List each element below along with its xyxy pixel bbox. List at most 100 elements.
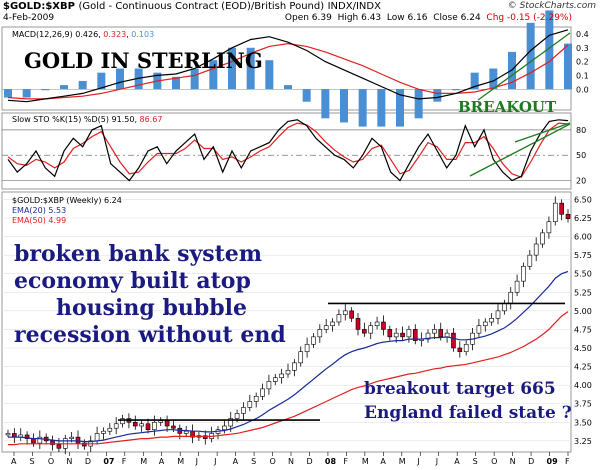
sto-tick-label: 20	[576, 177, 586, 186]
candle-body	[247, 401, 253, 408]
price-tick-label: 3.25	[574, 437, 592, 446]
candle-body	[82, 442, 87, 447]
candle-body	[107, 427, 113, 432]
candle-body	[330, 321, 335, 327]
commentary-line-1: broken bank system	[14, 241, 263, 267]
macd-histogram-bar	[340, 89, 348, 123]
macd-hist-value: 0.103	[131, 30, 155, 39]
candle-body	[457, 347, 463, 353]
candle-body	[69, 436, 74, 439]
candle-body	[272, 377, 278, 382]
x-tick-label: J	[213, 457, 216, 466]
candle-body	[241, 407, 246, 414]
macd-histogram-bar	[377, 89, 386, 127]
candle-body	[508, 291, 514, 304]
macd-histogram-bar	[190, 68, 199, 90]
candle-body	[495, 310, 501, 319]
macd-signal-line	[7, 42, 569, 100]
commentary: broken bank system economy built atop ho…	[14, 241, 286, 349]
ema20-line	[8, 270, 569, 443]
candle-body	[292, 362, 297, 371]
macd-tick-label: 0.1	[576, 71, 589, 80]
price-tick-label: 6.00	[574, 233, 592, 242]
candle-body	[145, 423, 151, 431]
candle-body	[5, 433, 11, 436]
macd-histogram-bar	[97, 72, 106, 90]
symbol-text: $GOLD:$XBP	[3, 1, 75, 12]
macd-histogram-bar	[265, 60, 274, 90]
candle-body	[559, 202, 564, 215]
macd-histogram-bar	[134, 68, 143, 90]
macd-histogram-bar	[284, 85, 292, 90]
candle-body	[234, 413, 240, 419]
close-value: Close 6.24	[433, 13, 481, 23]
macd-tick-label: 0.2	[576, 58, 589, 67]
x-tick-label: A	[454, 457, 460, 466]
sto-d-value: 86.67	[139, 115, 163, 124]
x-tick-label: S	[473, 457, 478, 466]
price-tick-label: 5.00	[574, 307, 592, 316]
candle-body	[393, 332, 399, 338]
x-tick-label: A	[233, 457, 239, 466]
candle-body	[425, 332, 431, 340]
candle-body	[502, 303, 507, 312]
candle-body	[400, 332, 405, 338]
x-tick-label: S	[29, 457, 34, 466]
candle-body	[355, 317, 361, 330]
sto-panel	[1, 112, 572, 190]
price-tick-label: 4.00	[574, 381, 592, 390]
macd-legend-sep: ,	[126, 30, 132, 39]
breakout-label: BREAKOUT	[458, 98, 557, 116]
sto-trendline-upper	[514, 122, 571, 143]
macd-histogram-bar	[228, 47, 236, 90]
macd-histogram-bar	[22, 89, 31, 98]
target-text: breakout target 665	[364, 379, 556, 399]
candle-body	[31, 438, 36, 444]
macd-histogram-bar	[41, 89, 50, 91]
macd-signal-value: 0.323	[103, 30, 127, 39]
candle-body	[533, 243, 539, 256]
candle-body	[482, 321, 488, 327]
x-tick-label: S	[251, 457, 256, 466]
macd-histogram-bar	[414, 89, 423, 119]
price-tick-label: 5.50	[574, 270, 592, 279]
x-tick-label: M	[140, 457, 147, 466]
sto-legend-values: Slow STO %K(15) %D(5) 91.50,	[12, 115, 140, 124]
candle-body	[202, 435, 208, 439]
candle-body	[171, 425, 176, 429]
macd-panel	[1, 26, 572, 111]
candle-body	[362, 329, 367, 334]
candle-body	[412, 329, 418, 341]
price-tick-label: 6.25	[574, 214, 592, 223]
candle-body	[565, 213, 571, 220]
macd-histogram-bar	[452, 89, 460, 91]
candle-body	[158, 420, 164, 423]
x-tick-label: M	[399, 457, 406, 466]
candle-body	[50, 440, 55, 445]
macd-histogram-bar	[78, 80, 87, 90]
x-tick-label: A	[159, 457, 165, 466]
low-value: Low 6.16	[386, 13, 428, 23]
candle-body	[304, 343, 310, 353]
sto-d-line	[7, 122, 569, 178]
macd-histogram-bar	[4, 89, 12, 98]
macd-histogram-bar	[470, 72, 479, 90]
x-tick-label: D	[528, 457, 534, 466]
candle-body	[527, 254, 533, 267]
candle-body	[183, 430, 189, 434]
high-value: High 6.43	[337, 13, 382, 23]
candle-body	[101, 430, 106, 434]
candle-body	[317, 329, 323, 338]
macd-histogram-bar	[116, 68, 124, 90]
candle-body	[381, 321, 386, 330]
x-tick-label: N	[510, 457, 516, 466]
macd-tick-label: 0.4	[576, 30, 589, 39]
ema20-legend: EMA(20) 5.53	[12, 206, 67, 215]
price-legend-title: $GOLD:$XBP (Weekly) 6.24	[12, 196, 122, 205]
macd-histogram-bar	[545, 10, 554, 90]
candle-body	[152, 421, 157, 431]
price-legend: $GOLD:$XBP (Weekly) 6.24 EMA(20) 5.53 EM…	[12, 196, 122, 226]
x-tick-label: O	[270, 457, 276, 466]
candle-body	[438, 329, 444, 338]
symbol-description: (Gold - Continuous Contract (EOD)/Britis…	[78, 1, 325, 12]
